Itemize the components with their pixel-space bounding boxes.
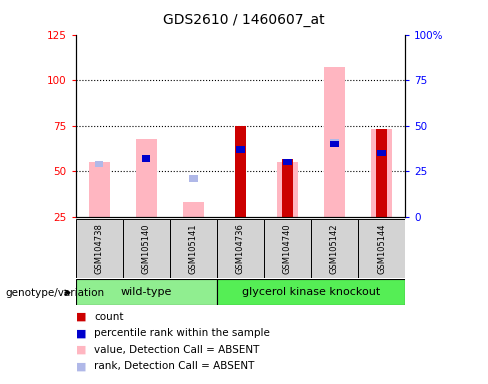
Bar: [183, 202, 204, 217]
Bar: [235, 126, 245, 217]
Text: ■: ■: [76, 345, 86, 355]
Text: GSM104736: GSM104736: [236, 223, 245, 274]
Bar: [217, 219, 264, 278]
Bar: [330, 139, 339, 146]
Bar: [170, 219, 217, 278]
Text: genotype/variation: genotype/variation: [5, 288, 104, 298]
Bar: [311, 219, 358, 278]
Text: glycerol kinase knockout: glycerol kinase knockout: [242, 287, 380, 297]
Bar: [283, 159, 292, 166]
Text: GSM105141: GSM105141: [189, 223, 198, 274]
Bar: [282, 159, 293, 217]
Bar: [136, 139, 157, 217]
Text: wild-type: wild-type: [121, 287, 172, 297]
Bar: [358, 219, 405, 278]
Text: ■: ■: [76, 328, 86, 338]
Text: GSM104738: GSM104738: [95, 223, 103, 274]
Text: rank, Detection Call = ABSENT: rank, Detection Call = ABSENT: [94, 361, 255, 371]
Text: percentile rank within the sample: percentile rank within the sample: [94, 328, 270, 338]
Text: ■: ■: [76, 312, 86, 322]
Text: value, Detection Call = ABSENT: value, Detection Call = ABSENT: [94, 345, 260, 355]
Bar: [264, 219, 311, 278]
Bar: [89, 162, 110, 217]
Text: GSM105142: GSM105142: [330, 223, 339, 274]
Text: ■: ■: [76, 361, 86, 371]
Bar: [330, 141, 339, 147]
Bar: [76, 279, 217, 305]
Text: GSM104740: GSM104740: [283, 223, 292, 274]
Bar: [371, 129, 392, 217]
Bar: [76, 219, 122, 278]
Bar: [95, 161, 103, 167]
Bar: [142, 156, 150, 162]
Bar: [122, 219, 170, 278]
Bar: [324, 68, 345, 217]
Bar: [189, 175, 198, 182]
Text: GDS2610 / 1460607_at: GDS2610 / 1460607_at: [163, 13, 325, 27]
Text: GSM105140: GSM105140: [142, 223, 151, 274]
Text: GSM105144: GSM105144: [377, 223, 386, 274]
Bar: [236, 146, 244, 153]
Bar: [217, 279, 405, 305]
Bar: [277, 162, 298, 217]
Text: count: count: [94, 312, 123, 322]
Bar: [377, 150, 386, 156]
Bar: [376, 129, 387, 217]
